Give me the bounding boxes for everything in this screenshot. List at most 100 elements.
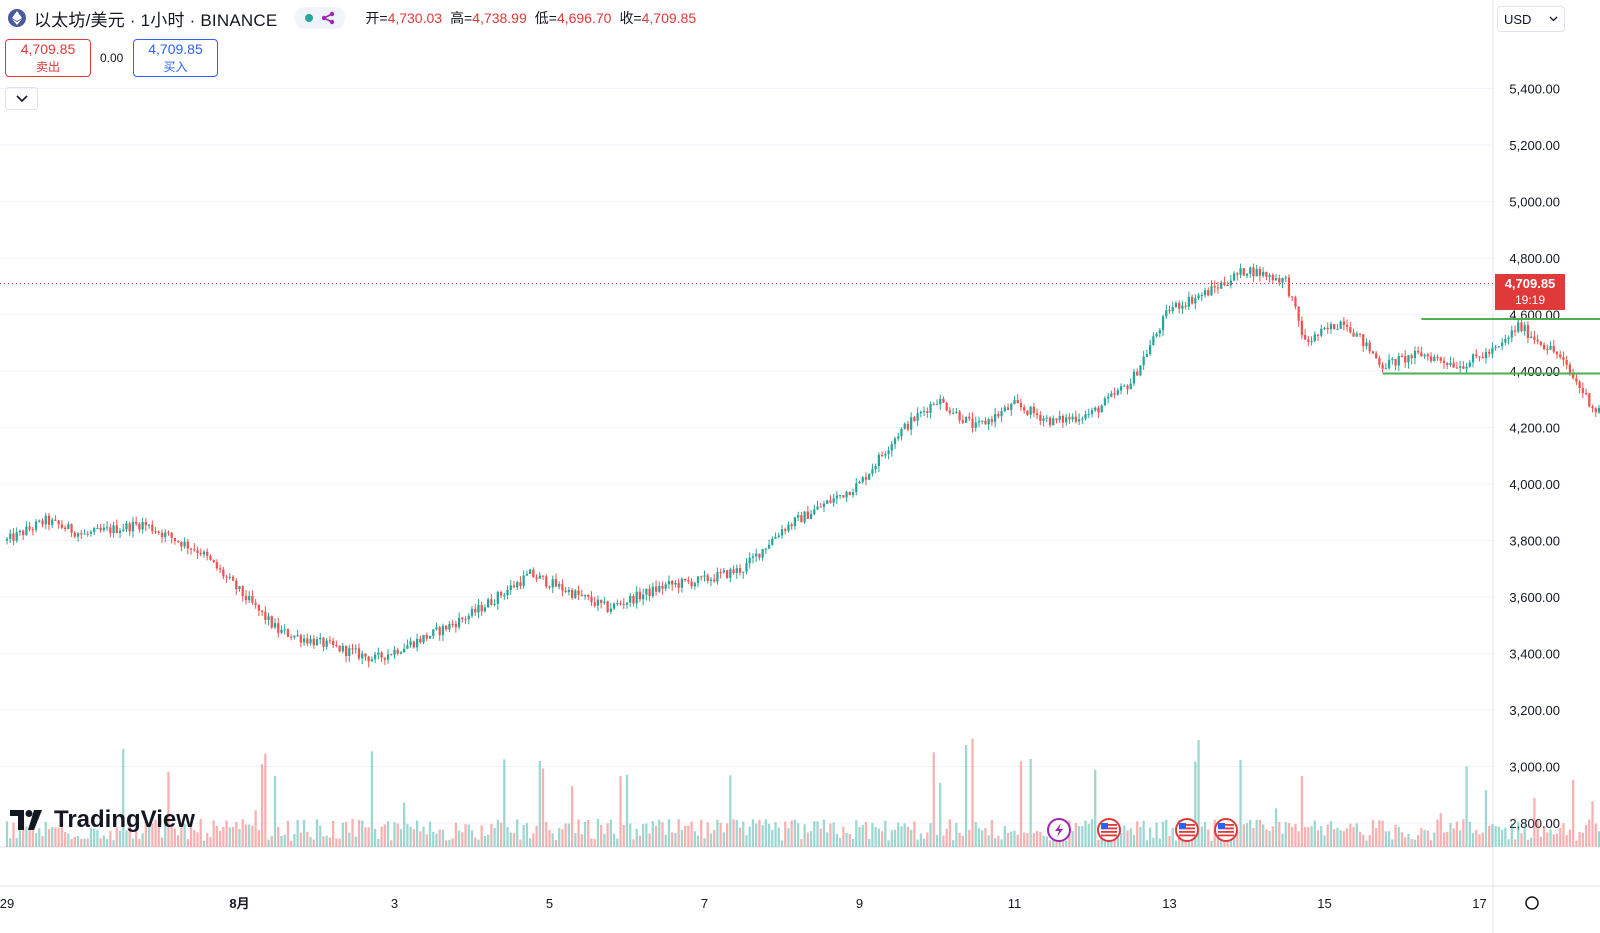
volume-bar	[738, 827, 742, 847]
volume-bar	[315, 819, 319, 847]
volume-bar	[935, 834, 939, 847]
volume-bar	[932, 752, 935, 847]
volume-bar	[1400, 832, 1404, 847]
candle-body	[386, 654, 390, 660]
us-flag-icon[interactable]	[1097, 818, 1121, 842]
volume-bar	[1242, 824, 1245, 847]
volume-bar	[822, 819, 826, 847]
us-flag-icon[interactable]	[1175, 818, 1199, 842]
volume-bar	[742, 821, 745, 847]
candle-body	[1042, 418, 1045, 421]
candle-body	[509, 585, 512, 591]
candle-body	[390, 654, 393, 656]
volume-bar	[1087, 823, 1090, 847]
candle-body	[1178, 302, 1181, 309]
candle-body	[306, 638, 309, 644]
volume-bar	[764, 819, 767, 847]
candle-body	[1420, 352, 1423, 357]
volume-bar	[18, 825, 22, 847]
flag-stripe	[1101, 827, 1117, 830]
candle-body	[868, 473, 871, 480]
volume-bar	[457, 830, 461, 847]
candle-body	[683, 578, 687, 581]
candle-body	[864, 477, 868, 480]
candle-body	[935, 404, 939, 406]
volume-bar	[180, 826, 183, 847]
volume-bar	[1365, 840, 1368, 847]
candle-body	[1023, 407, 1026, 411]
volume-bar	[1161, 821, 1165, 847]
volume-bar	[797, 823, 800, 847]
volume-bar	[1268, 831, 1271, 847]
candle-body	[722, 570, 726, 573]
candle-body	[922, 411, 926, 413]
tradingview-logo[interactable]: TradingView	[10, 806, 195, 834]
volume-bar	[1194, 761, 1197, 847]
volume-bar	[719, 822, 722, 847]
volume-bar	[1148, 827, 1152, 847]
volume-bar	[1006, 832, 1010, 847]
volume-bar	[341, 822, 344, 847]
volume-bar	[716, 819, 719, 847]
candle-body	[454, 624, 457, 628]
buy-button[interactable]: 4,709.85 买入	[133, 39, 218, 77]
volume-bar	[1294, 823, 1297, 847]
candle-body	[1488, 351, 1491, 354]
market-status[interactable]	[295, 7, 346, 29]
volume-bar	[451, 838, 454, 847]
candle-body	[180, 541, 183, 547]
candle-body	[1026, 410, 1029, 415]
candle-body	[351, 648, 354, 650]
candle-body	[348, 648, 351, 656]
volume-bar	[1265, 829, 1268, 847]
candle-body	[1494, 347, 1497, 349]
candle-body	[993, 413, 997, 422]
collapse-button[interactable]	[5, 87, 38, 110]
volume-bar	[748, 826, 751, 847]
candle-body	[315, 639, 319, 646]
volume-bar	[390, 840, 393, 847]
volume-bar	[609, 819, 612, 847]
candle-body	[196, 550, 199, 553]
candle-body	[790, 524, 793, 526]
volume-bar	[793, 819, 797, 847]
sell-label: 卖出	[35, 60, 60, 74]
volume-bar	[1100, 837, 1103, 847]
settings-gear-icon[interactable]	[1525, 896, 1539, 910]
volume-bar	[1016, 834, 1019, 847]
volume-bar	[929, 823, 932, 847]
volume-bar	[1362, 834, 1365, 847]
candle-body	[99, 527, 102, 531]
candle-body	[264, 611, 267, 620]
candle-body	[1291, 296, 1294, 298]
volume-bar	[364, 827, 367, 847]
candle-body	[716, 572, 719, 582]
volume-bar	[338, 838, 341, 847]
candle-body	[890, 444, 893, 451]
buy-price: 4,709.85	[148, 41, 203, 57]
candle-body	[1578, 381, 1581, 389]
volume-bar	[435, 833, 438, 847]
volume-bar	[567, 823, 571, 847]
volume-bar	[664, 834, 667, 847]
candle-body	[1375, 353, 1378, 359]
volume-bar	[1142, 820, 1145, 847]
candle-body	[1268, 274, 1271, 277]
candle-body	[206, 551, 209, 556]
volume-bar	[806, 832, 809, 847]
candle-body	[787, 524, 790, 531]
symbol-title[interactable]: 以太坊/美元 · 1小时 · BINANCE	[34, 10, 278, 30]
volume-bar	[332, 820, 335, 847]
volume-bar	[780, 840, 784, 847]
sell-button[interactable]: 4,709.85 卖出	[5, 39, 91, 77]
volume-bar	[399, 829, 403, 847]
candle-body	[609, 608, 612, 612]
us-flag-icon[interactable]	[1214, 818, 1238, 842]
candle-body	[1500, 342, 1504, 347]
volume-bar	[51, 826, 54, 847]
candle-body	[1123, 385, 1126, 387]
candle-body	[1090, 410, 1094, 414]
volume-bar	[680, 829, 684, 847]
currency-select[interactable]: USD	[1497, 6, 1565, 32]
